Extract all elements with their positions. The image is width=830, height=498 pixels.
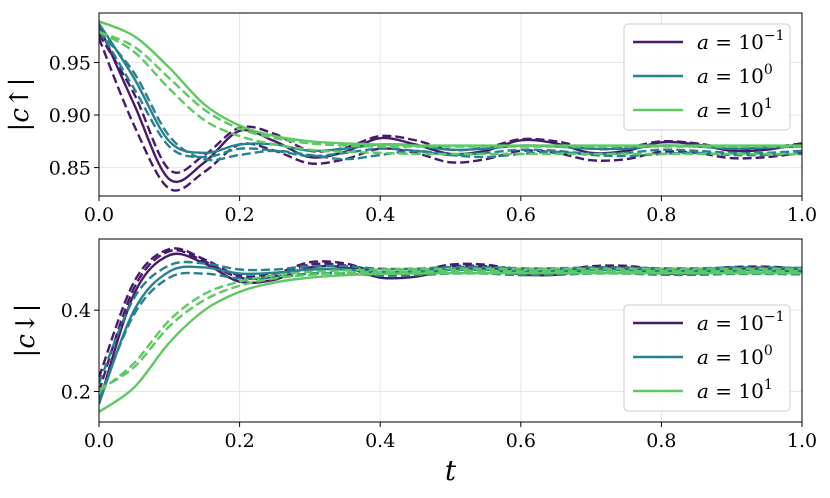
x-tick-label: 0.0 [84,430,114,452]
x-tick-label: 0.0 [84,204,114,226]
series-line-5 [99,271,802,401]
y-axis-label: |c↓| [11,304,41,358]
axes-frame [98,238,803,423]
legend-label: a = 10−1 [697,309,785,335]
series-line-8 [99,30,802,156]
series-line-3 [99,265,802,405]
series-line-7 [99,30,802,148]
series-lines [99,20,802,192]
y-axis-label: |c↑| [5,78,35,132]
x-tick-label: 0.4 [365,204,395,226]
y-tick-label: 0.85 [49,158,91,180]
y-tick-label: 0.4 [61,300,91,322]
legend-label: a = 100 [697,343,773,369]
legend-label: a = 10−1 [697,28,785,54]
legend-box [623,23,791,131]
x-tick-label: 1.0 [787,204,817,226]
series-line-6 [99,271,802,413]
legend-label: a = 100 [697,62,773,88]
x-tick-label: 0.6 [506,430,536,452]
x-tick-label: 0.2 [224,430,254,452]
panel-top-c-up: 0.0 0.2 0.4 0.6 0.8 1.0 0.85 0.90 0.95 |c↑| a = 10… [5,12,817,226]
legend: a = 10−1 a = 100 a = 101 [623,23,791,131]
y-tick-label: 0.90 [49,105,91,127]
legend-label: a = 101 [697,377,773,403]
series-line-8 [99,267,802,393]
x-tick-label: 0.8 [646,430,676,452]
series-lines [99,247,802,413]
y-tick-label: 0.95 [49,52,91,74]
x-tick-label: 0.2 [224,204,254,226]
x-tick-label: 1.0 [787,430,817,452]
x-tick-label: 0.6 [506,204,536,226]
legend-label: a = 101 [697,96,773,122]
y-tick-label: 0.2 [61,382,91,404]
panel-bottom-c-down: 0.0 0.2 0.4 0.6 0.8 1.00.20.4|c↓|ta = 10−1a =… [11,238,817,487]
series-line-7 [99,269,802,391]
x-tick-label: 0.4 [365,430,395,452]
x-tick-label: 0.8 [646,204,676,226]
legend: a = 10−1 a = 100 a = 101 [623,304,791,412]
legend-box [623,304,791,412]
x-axis-label: t [445,454,457,487]
axes-frame [98,12,803,197]
